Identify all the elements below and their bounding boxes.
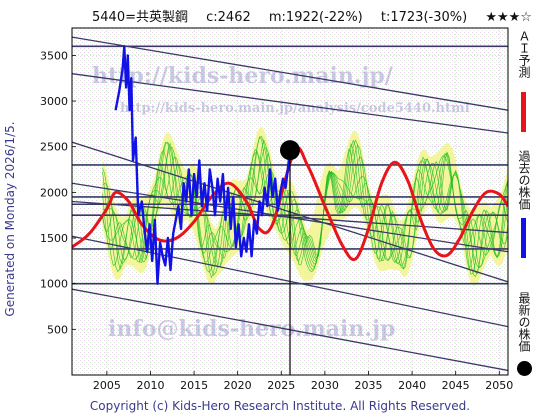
simulation-line [102,142,508,275]
x-tick-label: 2025 [267,379,295,392]
x-tick-label: 2040 [398,379,426,392]
x-tick-label: 2050 [485,379,513,392]
simulation-line [102,146,508,278]
x-tick-label: 2020 [224,379,252,392]
chart-title: 5440=共英製鋼 c:2462 m:1922(-22%) t:1723(-30… [92,6,532,25]
y-tick-label: 2500 [40,141,68,154]
watermark-page-url: http://kids-hero.main.jp/analysis/code54… [120,101,470,116]
current-price: c:2462 [206,10,251,25]
simulation-line [102,144,508,273]
simulation-line [102,136,508,269]
legend-latest-label: 最新の株価 [517,292,531,352]
x-tick-label: 2045 [442,379,470,392]
y-tick-label: 500 [47,323,68,336]
plot-frame [71,27,509,376]
copyright-footer: Copyright (c) Kids-Hero Research Institu… [89,399,471,413]
ai-forecast-line [72,146,508,262]
legend-ai-label: ＡＩ予測 [517,30,531,78]
y-tick-label: 3000 [40,95,68,108]
target-price: t:1723(-30%) [380,10,468,25]
x-tick-label: 2015 [180,379,208,392]
x-tick-label: 2035 [354,379,382,392]
mid-price: m:1922(-22%) [268,10,363,25]
trend-line [72,36,508,111]
watermark-site-url: http://kids-hero.main.jp/ [92,63,394,89]
rating-stars: ★★★☆ [485,10,532,25]
legend-past-swatch [521,218,526,258]
y-tick-label: 3500 [40,49,68,62]
x-tick-label: 2010 [136,379,164,392]
y-tick-label: 1500 [40,232,68,245]
simulation-line [102,136,508,273]
latest-price-point [280,140,300,161]
x-tick-label: 2030 [311,379,339,392]
legend-past-label: 過去の株価 [517,150,531,210]
y-tick-label: 1000 [40,278,68,291]
watermark-email: info@kids-hero.main.jp [108,316,395,342]
y-tick-label: 2000 [40,186,68,199]
legend-latest-dot [517,361,532,376]
trend-line [72,73,508,134]
past-price-line [114,45,292,285]
plot-area: http://kids-hero.main.jp/http://kids-her… [72,28,508,375]
stock-code-name: 5440=共英製鋼 [92,10,188,25]
forecast-band [102,126,508,286]
x-tick-label: 2005 [93,379,121,392]
legend-ai-swatch [521,92,526,132]
